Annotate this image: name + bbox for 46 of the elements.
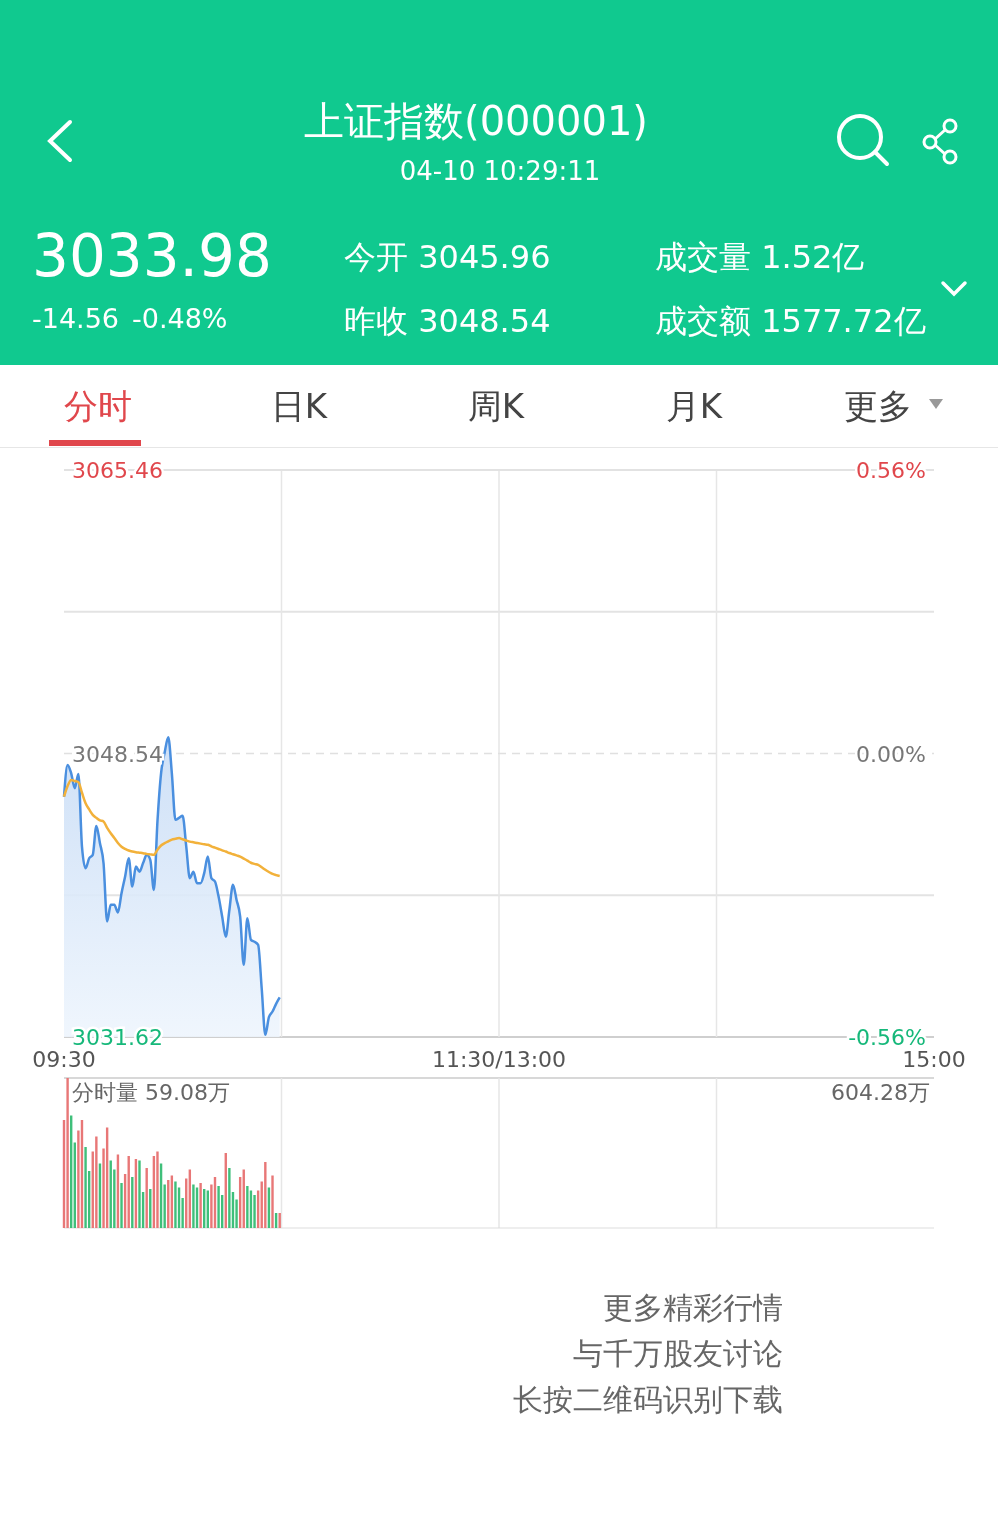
bar (174, 1181, 177, 1228)
text: 月K (665, 386, 724, 426)
y-tick-label: 3048.54 (72, 741, 163, 767)
bar (120, 1183, 123, 1228)
bar (156, 1151, 159, 1228)
bar (228, 1168, 231, 1228)
text: 成交额 1577.72亿 (655, 302, 926, 340)
bar (264, 1162, 267, 1228)
text: -0.48% (132, 303, 228, 334)
y2-tick-label: 0.56% (856, 458, 926, 483)
bar (192, 1184, 195, 1228)
y-tick-label: 3065.46 (72, 458, 163, 483)
text: 更多精彩行情 (603, 1290, 783, 1325)
y2-tick-label: -0.56% (848, 1025, 926, 1050)
text: -14.56 (32, 303, 120, 334)
y-tick-label: 3031.62 (72, 1025, 163, 1050)
bar (95, 1136, 98, 1228)
annotation: 604.28万 (831, 1080, 930, 1105)
bar (84, 1147, 87, 1228)
text: 04-10 10:29:11 (399, 156, 601, 186)
text: 分时 (64, 386, 132, 426)
text: 长按二维码识别下载 (513, 1382, 783, 1417)
annotation: 分时量 59.08万 (72, 1080, 230, 1105)
y2-tick-label: 0.00% (856, 741, 926, 767)
line-series (62, 778, 281, 878)
text: 成交量 1.52亿 (655, 238, 865, 276)
text: 昨收 3048.54 (344, 302, 551, 340)
text: 日K (270, 386, 329, 426)
text: 3033.98 (32, 222, 272, 290)
bar (145, 1168, 148, 1228)
bar (253, 1195, 256, 1228)
bar (66, 1078, 69, 1228)
bar (271, 1175, 274, 1228)
x-tick-label: 09:30 (32, 1047, 96, 1072)
text: 更多 (844, 386, 912, 426)
bar (217, 1186, 220, 1228)
x-tick-label: 15:00 (902, 1047, 966, 1072)
text: 今开 3045.96 (344, 238, 551, 276)
text: 与千万股友讨论 (573, 1336, 783, 1371)
text: 周K (467, 386, 526, 426)
bar (246, 1186, 249, 1228)
x-tick-label: 11:30/13:00 (431, 1047, 567, 1072)
text: 上证指数(000001) (304, 98, 648, 144)
bar (131, 1177, 134, 1228)
bar (199, 1183, 202, 1228)
bar (138, 1160, 141, 1228)
